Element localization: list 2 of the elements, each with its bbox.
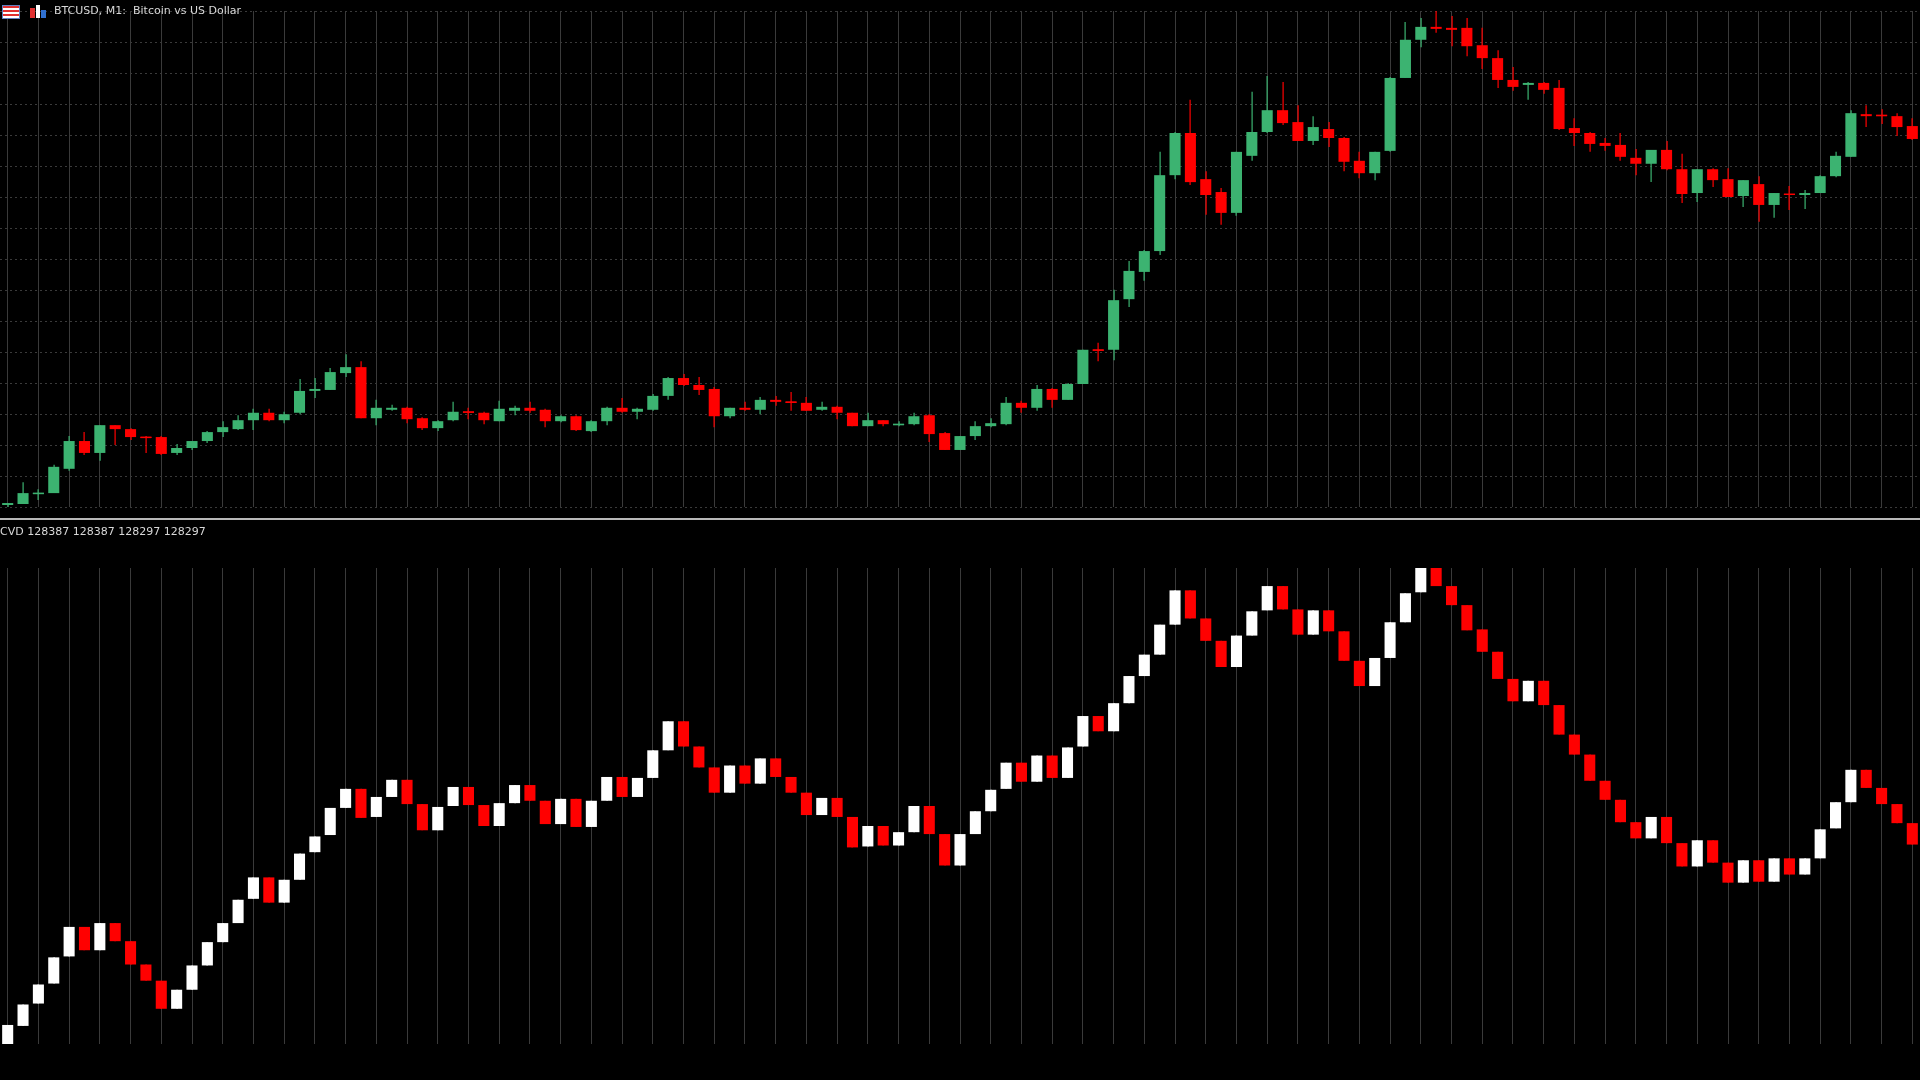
chart-title: CVD 128387 128387 128297 128297 (0, 525, 206, 538)
chart-title: BTCUSD, M1: Bitcoin vs US Dollar (54, 4, 242, 17)
